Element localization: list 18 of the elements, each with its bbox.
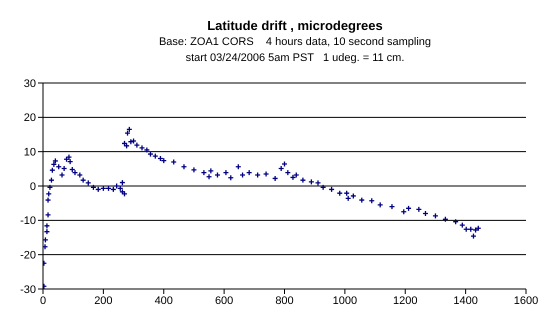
x-tick-label: 1000	[332, 294, 358, 307]
x-tick-label: 800	[275, 294, 294, 307]
y-tick-label: 20	[24, 112, 36, 124]
y-tick-label: -20	[20, 250, 36, 262]
y-tick-label: 30	[24, 78, 36, 90]
x-tick-label: 600	[214, 294, 234, 307]
x-tick-label: 0	[40, 294, 46, 307]
y-tick-label: -10	[20, 215, 36, 228]
x-tick-label: 400	[154, 294, 173, 307]
x-tick-label: 1400	[453, 294, 478, 307]
y-tick-label: 0	[30, 180, 36, 193]
y-tick-label: -30	[20, 284, 36, 296]
x-tick-label: 1600	[514, 294, 538, 307]
chart-title: Latitude drift , microdegrees	[206, 17, 384, 34]
chart-subtitle: Base: ZOA1 CORS 4 hours data, 10 second sampling start 03/24/2006 5am PST 1 udeg. = 11 cm.	[158, 35, 432, 66]
x-tick-label: 200	[94, 294, 113, 307]
y-tick-label: 10	[24, 146, 36, 159]
x-tick-label: 1200	[393, 294, 418, 307]
